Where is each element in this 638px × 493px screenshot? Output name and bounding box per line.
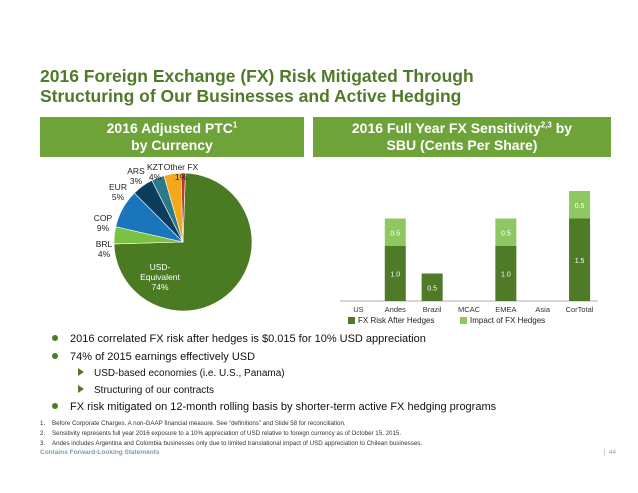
bar-value-label: 0.5 — [390, 230, 400, 237]
title-line-2: Structuring of Our Businesses and Active… — [40, 86, 462, 106]
bar-value-label: 1.0 — [501, 272, 511, 279]
legend-swatch-impact-of-fx-hedges — [460, 317, 467, 324]
footnote: 2. Sensitivity represents full year 2016 … — [40, 429, 620, 439]
bar-value-label: 1.0 — [390, 272, 400, 279]
pie-slice-other-fx — [180, 172, 186, 243]
x-tick-label-emea: EMEA — [495, 305, 516, 314]
footnote-number: 1. — [40, 420, 46, 427]
bar-fx-risk-after-hedges-brazil — [421, 273, 443, 301]
pie-header-line1: 2016 Adjusted PTC — [106, 120, 233, 136]
bullet-text: FX risk mitigated on 12-month rolling ba… — [70, 401, 497, 413]
bar-header-line2: SBU (Cents Per Share) — [386, 137, 538, 153]
bullet-item: 2016 correlated FX risk after hedges is … — [52, 333, 426, 345]
pie-label-brl: BRL — [96, 239, 113, 249]
bar-header-line1-end: by — [551, 120, 573, 136]
pie-pct-brl: 4% — [98, 249, 111, 259]
bullet-dot-icon — [52, 403, 58, 409]
pie-label-other-fx: Other FX — [164, 162, 199, 172]
page-title: 2016 Foreign Exchange (FX) Risk Mitigate… — [40, 66, 610, 106]
bar-value-label: 0.5 — [427, 285, 437, 292]
bar-fx-risk-after-hedges-cortotal — [569, 218, 591, 301]
x-tick-label-mcac: MCAC — [458, 305, 481, 314]
pie-pct-other-fx: 1% — [175, 172, 188, 182]
triangle-bullet-icon — [78, 368, 84, 376]
bullet-dot-icon — [52, 335, 58, 341]
footnotes: 1. Before Corporate Charges. A non-GAAP f… — [40, 419, 620, 449]
bullet-dot-icon — [52, 353, 58, 359]
bar-impact-of-fx-hedges-andes — [384, 218, 406, 246]
bar-impact-of-fx-hedges-emea — [495, 218, 517, 246]
bar-value-label: 0.5 — [501, 230, 511, 237]
pie-header-footnote-ref: 1 — [232, 120, 238, 130]
footnote-text: Andes includes Argentina and Colombia bu… — [52, 440, 423, 447]
pie-pct-ars: 3% — [130, 176, 143, 186]
bar-header-line1: 2016 Full Year FX Sensitivity — [351, 120, 541, 136]
bullet-item: 74% of 2015 earnings effectively USD — [52, 351, 255, 363]
title-line-1: 2016 Foreign Exchange (FX) Risk Mitigate… — [40, 66, 474, 86]
bar-header-footnote-ref: 2,3 — [540, 120, 552, 130]
pie-chart-header: 2016 Adjusted PTC1 by Currency — [40, 117, 304, 157]
bullet-item: FX risk mitigated on 12-month rolling ba… — [52, 401, 496, 413]
pie-chart: USD-Equivalent74%BRL4%COP9%EUR5%ARS3%KZT… — [94, 162, 253, 312]
pie-label-usd-equivalent-line2: Equivalent — [140, 272, 180, 282]
pie-slice-usd-equivalent — [113, 172, 253, 312]
pie-label-cop: COP — [94, 213, 113, 223]
bar-fx-risk-after-hedges-emea — [495, 246, 517, 301]
pie-label-eur: EUR — [109, 182, 127, 192]
pie-pct-usd-equivalent: 74% — [151, 282, 168, 292]
pie-pct-cop: 9% — [97, 223, 110, 233]
legend-swatch-fx-risk-after-hedges — [348, 317, 355, 324]
footnote-number: 3. — [40, 440, 46, 447]
x-tick-label-brazil: Brazil — [423, 305, 442, 314]
pie-pct-kzt: 4% — [149, 172, 162, 182]
sub-bullet-item: USD-based economies (i.e. U.S., Panama) — [78, 368, 285, 379]
pie-label-usd-equivalent: USD- — [150, 262, 171, 272]
bar-value-label: 0.5 — [575, 203, 585, 210]
pie-label-kzt: KZT — [147, 162, 163, 172]
bar-chart-header: 2016 Full Year FX Sensitivity2,3 by SBU … — [313, 117, 611, 157]
footnote-text: Before Corporate Charges. A non-GAAP fin… — [52, 420, 346, 427]
x-tick-label-us: US — [353, 305, 363, 314]
page-number: 44 — [603, 449, 616, 456]
pie-label-ars: ARS — [127, 166, 145, 176]
footnote: 3. Andes includes Argentina and Colombia … — [40, 439, 620, 449]
legend-label-impact-of-fx-hedges: Impact of FX Hedges — [470, 316, 545, 325]
legend-label-fx-risk-after-hedges: FX Risk After Hedges — [358, 316, 434, 325]
footnote: 1. Before Corporate Charges. A non-GAAP f… — [40, 419, 620, 429]
bullet-text: 74% of 2015 earnings effectively USD — [70, 351, 256, 363]
footnote-text: Sensitivity represents full year 2016 ex… — [52, 430, 402, 437]
bar-value-label: 1.5 — [575, 258, 585, 265]
bar-impact-of-fx-hedges-cortotal — [569, 191, 591, 219]
bullet-text: 2016 correlated FX risk after hedges is … — [70, 333, 426, 345]
triangle-bullet-icon — [78, 385, 84, 393]
sub-bullet-text: USD-based economies (i.e. U.S., Panama) — [94, 368, 285, 379]
pie-header-line2: by Currency — [131, 137, 213, 153]
x-tick-label-asia: Asia — [535, 305, 550, 314]
x-tick-label-cortotal: CorTotal — [566, 305, 594, 314]
forward-looking-statement: Contains Forward-Looking Statements — [40, 449, 160, 456]
footer: Contains Forward-Looking Statements 44 — [40, 449, 616, 456]
sub-bullet-item: Structuring of our contracts — [78, 385, 214, 396]
bar-fx-risk-after-hedges-andes — [384, 246, 406, 301]
sub-bullet-text: Structuring of our contracts — [94, 385, 215, 396]
footnote-number: 2. — [40, 430, 46, 437]
bar-chart: US 1.0 0.5 Andes 0.5 Brazil MCAC 1.0 0.5 EMEA Asia… — [340, 191, 598, 325]
pie-pct-eur: 5% — [112, 192, 125, 202]
x-tick-label-andes: Andes — [385, 305, 407, 314]
